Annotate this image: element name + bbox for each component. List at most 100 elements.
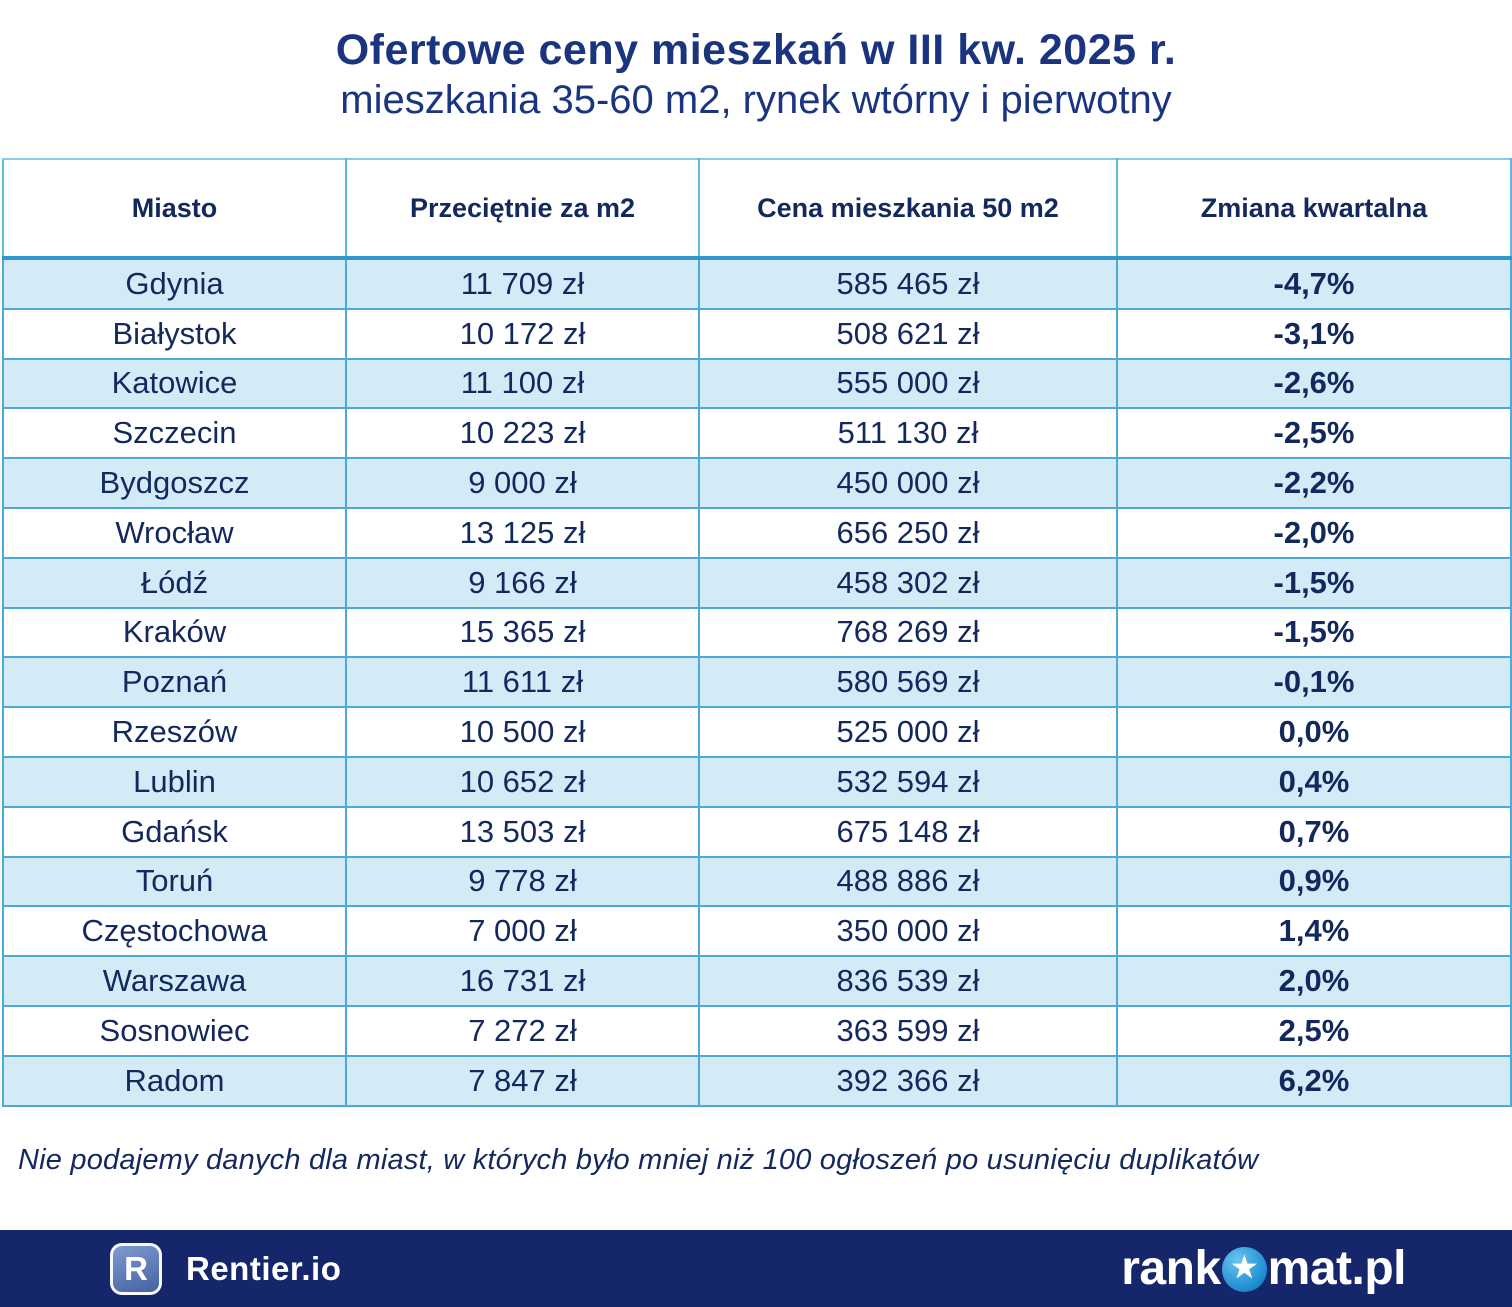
table-row: Toruń 9 778 zł 488 886 zł 0,9% (2, 855, 1512, 908)
price-50m2-cell: 768 269 zł (698, 606, 1118, 659)
city-cell: Radom (2, 1054, 347, 1107)
rankomat-prefix: rank (1121, 1242, 1221, 1295)
city-cell: Rzeszów (2, 706, 347, 758)
table-row: Radom 7 847 zł 392 366 zł 6,2% (2, 1054, 1512, 1107)
change-cell: -2,5% (1116, 407, 1512, 460)
change-cell: 0,9% (1116, 855, 1512, 908)
rentier-label: Rentier.io (186, 1249, 342, 1287)
city-cell: Szczecin (2, 407, 347, 460)
city-cell: Warszawa (2, 955, 347, 1007)
price-per-m2-cell: 9 000 zł (345, 457, 700, 509)
city-cell: Częstochowa (2, 905, 347, 958)
price-50m2-cell: 580 569 zł (698, 656, 1118, 709)
price-per-m2-cell: 7 000 zł (345, 905, 700, 958)
table-row: Katowice 11 100 zł 555 000 zł -2,6% (2, 357, 1512, 410)
column-header: Przeciętnie za m2 (345, 158, 700, 260)
page-title: Ofertowe ceny mieszkań w III kw. 2025 r. (335, 26, 1177, 74)
price-50m2-cell: 488 886 zł (698, 855, 1118, 908)
price-50m2-cell: 585 465 zł (698, 257, 1118, 310)
table-body: Gdynia 11 709 zł 585 465 zł -4,7% Białystok 1… (2, 257, 1512, 1107)
rankomat-star-icon: ★ (1221, 1247, 1267, 1292)
price-per-m2-cell: 10 652 zł (345, 755, 700, 808)
price-per-m2-cell: 10 223 zł (345, 407, 700, 460)
city-cell: Kraków (2, 606, 347, 659)
price-per-m2-cell: 11 100 zł (345, 357, 700, 410)
city-cell: Sosnowiec (2, 1004, 347, 1057)
city-cell: Łódź (2, 556, 347, 609)
price-50m2-cell: 508 621 zł (698, 307, 1118, 360)
change-cell: -3,1% (1116, 307, 1512, 360)
column-header: Zmiana kwartalna (1116, 158, 1512, 260)
city-cell: Katowice (2, 357, 347, 410)
city-cell: Gdańsk (2, 805, 347, 858)
price-per-m2-cell: 7 847 zł (345, 1054, 700, 1107)
rentier-badge-icon: R (110, 1242, 162, 1295)
city-cell: Białystok (2, 307, 347, 360)
table-header-row: Miasto Przeciętnie za m2 Cena mieszkania 5… (2, 158, 1512, 260)
price-per-m2-cell: 7 272 zł (345, 1004, 700, 1057)
city-cell: Lublin (2, 755, 347, 808)
page-subtitle: mieszkania 35-60 m2, rynek wtórny i pier… (340, 78, 1172, 123)
footnote: Nie podajemy danych dla miast, w których… (18, 1144, 1259, 1176)
price-50m2-cell: 656 250 zł (698, 506, 1118, 559)
table-row: Łódź 9 166 zł 458 302 zł -1,5% (2, 556, 1512, 609)
change-cell: -2,2% (1116, 457, 1512, 509)
change-cell: -4,7% (1116, 257, 1512, 310)
change-cell: 0,0% (1116, 706, 1512, 758)
change-cell: -1,5% (1116, 606, 1512, 659)
title-block: Ofertowe ceny mieszkań w III kw. 2025 r.… (0, 26, 1512, 123)
change-cell: -1,5% (1116, 556, 1512, 609)
table-row: Sosnowiec 7 272 zł 363 599 zł 2,5% (2, 1004, 1512, 1057)
column-header: Miasto (2, 158, 347, 260)
change-cell: -2,0% (1116, 506, 1512, 559)
price-50m2-cell: 675 148 zł (698, 805, 1118, 858)
table-row: Gdańsk 13 503 zł 675 148 zł 0,7% (2, 805, 1512, 858)
change-cell: 0,7% (1116, 805, 1512, 858)
table-row: Wrocław 13 125 zł 656 250 zł -2,0% (2, 506, 1512, 559)
table-row: Szczecin 10 223 zł 511 130 zł -2,5% (2, 407, 1512, 460)
change-cell: -0,1% (1116, 656, 1512, 709)
price-50m2-cell: 392 366 zł (698, 1054, 1118, 1107)
footer-bar: R Rentier.io rank ★ mat.pl (0, 1230, 1512, 1307)
change-cell: 1,4% (1116, 905, 1512, 958)
price-per-m2-cell: 13 503 zł (345, 805, 700, 858)
change-cell: 2,0% (1116, 955, 1512, 1007)
table-row: Rzeszów 10 500 zł 525 000 zł 0,0% (2, 706, 1512, 758)
price-50m2-cell: 511 130 zł (698, 407, 1118, 460)
price-table: Miasto Przeciętnie za m2 Cena mieszkania 5… (2, 158, 1512, 1107)
rentier-logo: R Rentier.io (110, 1242, 342, 1295)
price-50m2-cell: 350 000 zł (698, 905, 1118, 958)
price-per-m2-cell: 16 731 zł (345, 955, 700, 1007)
table-row: Lublin 10 652 zł 532 594 zł 0,4% (2, 755, 1512, 808)
price-per-m2-cell: 9 166 zł (345, 556, 700, 609)
price-50m2-cell: 525 000 zł (698, 706, 1118, 758)
price-per-m2-cell: 13 125 zł (345, 506, 700, 559)
price-50m2-cell: 532 594 zł (698, 755, 1118, 808)
table-row: Warszawa 16 731 zł 836 539 zł 2,0% (2, 955, 1512, 1007)
city-cell: Gdynia (2, 257, 347, 310)
price-50m2-cell: 836 539 zł (698, 955, 1118, 1007)
price-per-m2-cell: 15 365 zł (345, 606, 700, 659)
city-cell: Poznań (2, 656, 347, 709)
price-per-m2-cell: 9 778 zł (345, 855, 700, 908)
price-50m2-cell: 363 599 zł (698, 1004, 1118, 1057)
change-cell: -2,6% (1116, 357, 1512, 410)
change-cell: 2,5% (1116, 1004, 1512, 1057)
city-cell: Bydgoszcz (2, 457, 347, 509)
price-50m2-cell: 450 000 zł (698, 457, 1118, 509)
rankomat-suffix: mat.pl (1267, 1242, 1407, 1295)
column-header: Cena mieszkania 50 m2 (698, 158, 1118, 260)
change-cell: 0,4% (1116, 755, 1512, 808)
table-row: Poznań 11 611 zł 580 569 zł -0,1% (2, 656, 1512, 709)
price-per-m2-cell: 11 611 zł (345, 656, 700, 709)
price-50m2-cell: 555 000 zł (698, 357, 1118, 410)
price-per-m2-cell: 11 709 zł (345, 257, 700, 310)
change-cell: 6,2% (1116, 1054, 1512, 1107)
table-row: Bydgoszcz 9 000 zł 450 000 zł -2,2% (2, 457, 1512, 509)
price-50m2-cell: 458 302 zł (698, 556, 1118, 609)
price-per-m2-cell: 10 500 zł (345, 706, 700, 758)
table-row: Częstochowa 7 000 zł 350 000 zł 1,4% (2, 905, 1512, 958)
city-cell: Wrocław (2, 506, 347, 559)
rankomat-logo: rank ★ mat.pl (1121, 1241, 1406, 1296)
